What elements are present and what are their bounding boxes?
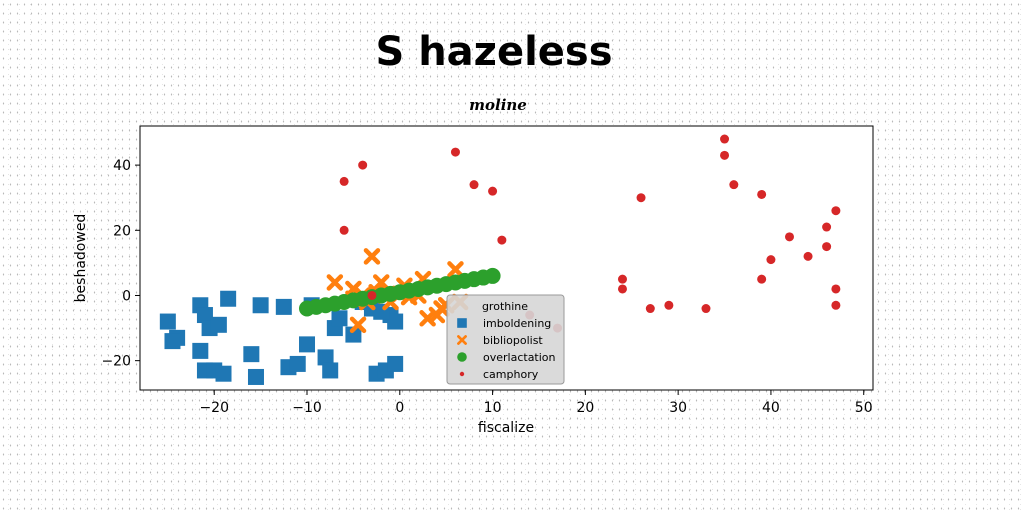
x-axis: −20 −10 0 10 20 30 40 50 [199, 390, 873, 416]
camphory-point [497, 235, 507, 245]
x-tick-label: −20 [199, 400, 229, 416]
imboldening-point [196, 307, 213, 324]
bibliopolist-point [326, 274, 344, 291]
camphory-point [720, 150, 730, 160]
legend-marker-imboldening [457, 318, 467, 328]
y-tick-label: 0 [122, 288, 131, 304]
camphory-point [720, 134, 730, 144]
imboldening-point [220, 290, 237, 307]
imboldening-point [331, 310, 348, 327]
imboldening-point [210, 316, 227, 333]
x-axis-label: fiscalize [478, 420, 534, 436]
x-tick-label: 40 [762, 400, 780, 416]
camphory-point [617, 284, 627, 294]
bibliopolist-point [447, 261, 464, 278]
y-axis: −20 0 20 40 [101, 158, 140, 370]
camphory-point [469, 180, 479, 190]
camphory-point [831, 284, 841, 294]
imboldening-point [215, 365, 232, 382]
legend-label-imboldening: imboldening [483, 317, 551, 330]
imboldening-point [345, 326, 362, 343]
camphory-point [450, 147, 460, 157]
camphory-point [831, 206, 841, 216]
legend-label-overlactation: overlactation [483, 351, 556, 364]
imboldening-point [192, 342, 209, 359]
chart-title: S hazeless [375, 29, 612, 75]
imboldening-point [322, 362, 339, 379]
legend-marker-bibliopolist [457, 335, 467, 345]
camphory-point [617, 274, 627, 284]
x-tick-label: 50 [855, 400, 873, 416]
imboldening-point [275, 298, 292, 315]
x-tick-label: 20 [576, 400, 594, 416]
y-tick-label: 40 [113, 158, 131, 174]
x-tick-label: 10 [484, 400, 502, 416]
bibliopolist-point [363, 248, 381, 265]
imboldening-point [387, 313, 404, 330]
camphory-point [729, 180, 739, 190]
camphory-point [831, 300, 841, 310]
imboldening-point [252, 297, 269, 314]
imboldening-point [387, 355, 404, 372]
legend-label-bibliopolist: bibliopolist [483, 334, 543, 347]
camphory-point [784, 232, 794, 242]
camphory-point [339, 225, 349, 235]
camphory-point [358, 160, 368, 170]
series-overlactation [299, 267, 501, 317]
legend-marker-camphory [459, 371, 465, 377]
imboldening-point [164, 333, 181, 350]
camphory-point [803, 251, 813, 261]
x-tick-label: 0 [395, 400, 404, 416]
imboldening-point [317, 349, 334, 366]
y-axis-label: beshadowed [73, 214, 89, 303]
camphory-point [822, 222, 832, 232]
legend-box [446, 294, 565, 385]
camphory-point [766, 255, 776, 265]
camphory-point [664, 300, 674, 310]
imboldening-point [299, 336, 316, 353]
x-tick-label: 30 [669, 400, 687, 416]
legend-title: grothine [482, 300, 528, 313]
camphory-point [701, 304, 711, 314]
camphory-point [636, 193, 646, 203]
y-tick-label: −20 [101, 354, 131, 370]
imboldening-point [289, 355, 306, 372]
camphory-point [757, 189, 767, 199]
plot-frame [139, 125, 874, 391]
legend-marker-overlactation [457, 352, 467, 362]
series-camphory [339, 134, 841, 333]
imboldening-point [159, 313, 176, 330]
camphory-point [645, 304, 655, 314]
legend: grothine imboldening bibliopolist overlact… [446, 294, 565, 385]
camphory-point [367, 290, 377, 300]
legend-label-camphory: camphory [483, 368, 539, 381]
camphory-point [822, 242, 832, 252]
bibliopolist-point [349, 316, 367, 334]
bibliopolist-point [372, 274, 390, 291]
camphory-point [339, 176, 349, 186]
imboldening-point [247, 368, 264, 385]
x-tick-label: −10 [292, 400, 322, 416]
overlactation-point [484, 267, 501, 284]
chart-subtitle: moline [469, 96, 527, 114]
data-marks [159, 134, 841, 385]
imboldening-point [243, 346, 260, 363]
camphory-point [757, 274, 767, 284]
camphory-point [488, 186, 498, 196]
y-tick-label: 20 [113, 223, 131, 239]
